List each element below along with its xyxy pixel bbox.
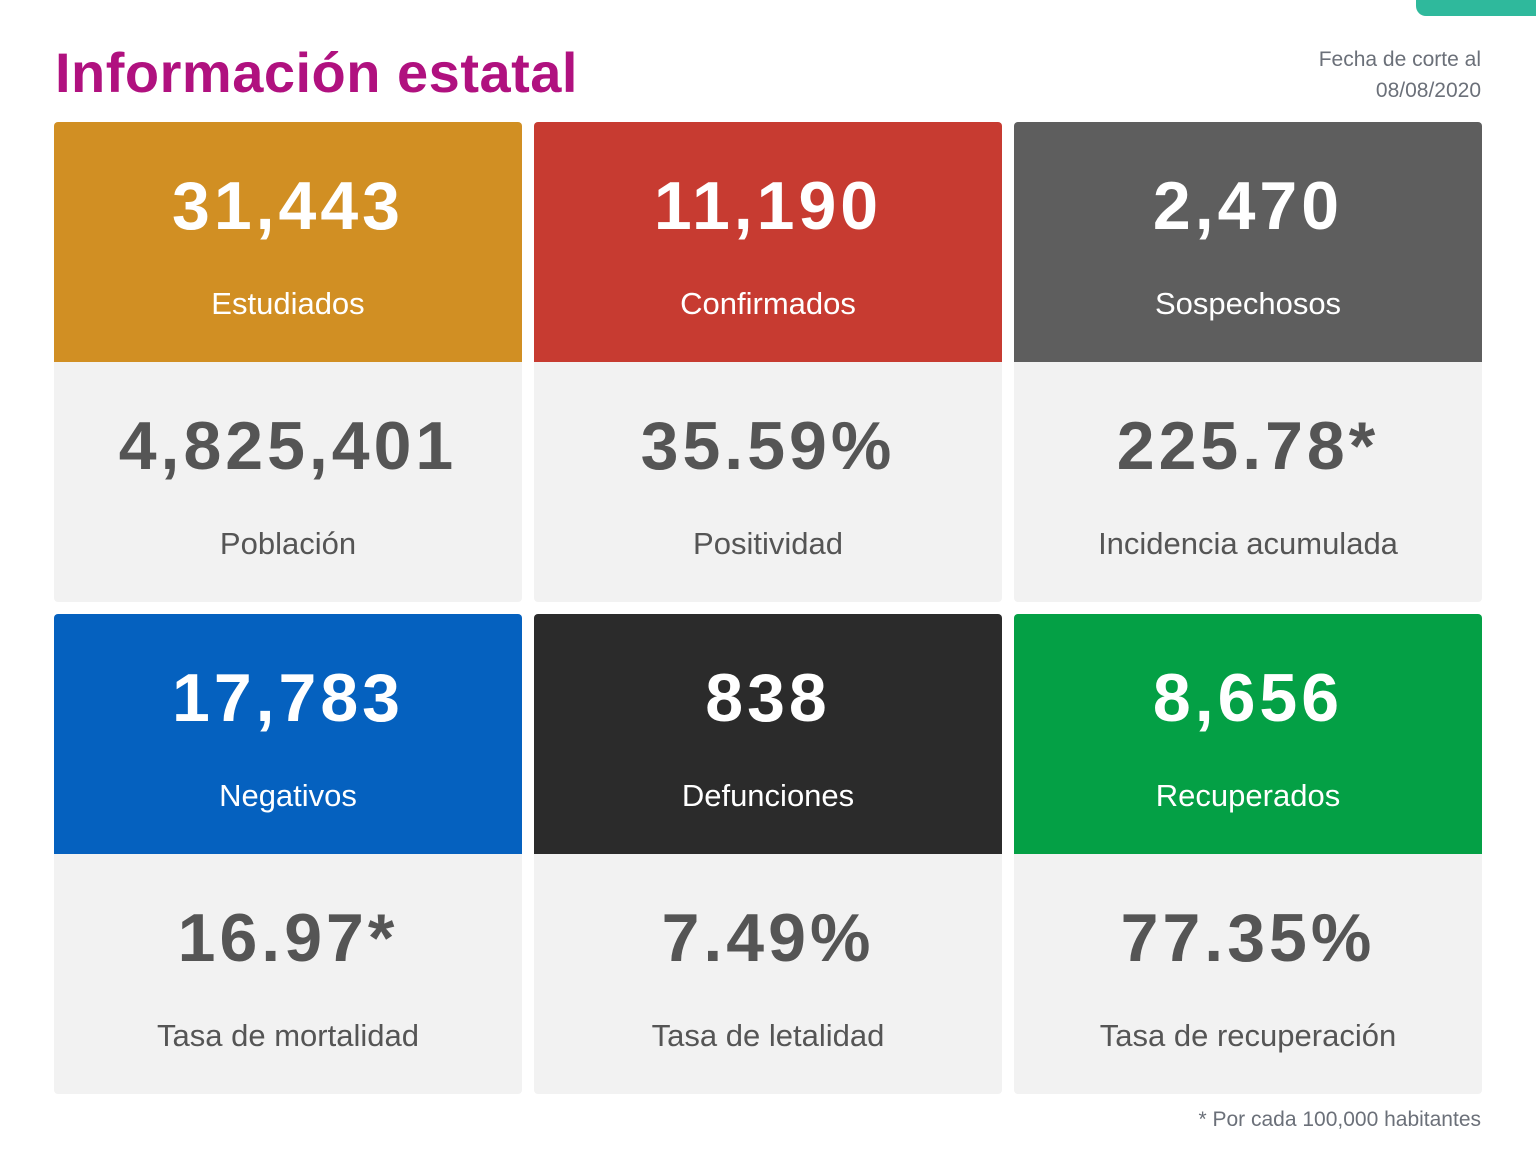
stat-card-recuperados: 8,656 Recuperados 77.35% Tasa de recuper… bbox=[1014, 614, 1482, 1094]
stat-card-sospechosos: 2,470 Sospechosos 225.78* Incidencia acu… bbox=[1014, 122, 1482, 602]
stat-primary: 31,443 Estudiados bbox=[54, 122, 522, 362]
stat-secondary: 225.78* Incidencia acumulada bbox=[1014, 362, 1482, 602]
cutoff-date: Fecha de corte al 08/08/2020 bbox=[1319, 44, 1481, 106]
stat-value: 225.78* bbox=[1116, 408, 1380, 484]
stat-primary: 11,190 Confirmados bbox=[534, 122, 1002, 362]
stat-secondary: 7.49% Tasa de letalidad bbox=[534, 854, 1002, 1094]
stat-primary: 838 Defunciones bbox=[534, 614, 1002, 854]
stat-secondary: 16.97* Tasa de mortalidad bbox=[54, 854, 522, 1094]
stat-value: 16.97* bbox=[177, 900, 399, 976]
cutoff-date-label: Fecha de corte al bbox=[1318, 48, 1481, 71]
stat-primary: 2,470 Sospechosos bbox=[1014, 122, 1482, 362]
stat-label: Negativos bbox=[219, 778, 357, 813]
page-title: Información estatal bbox=[55, 41, 578, 104]
stat-value: 11,190 bbox=[653, 168, 883, 244]
stat-secondary: 35.59% Positividad bbox=[534, 362, 1002, 602]
stat-secondary: 77.35% Tasa de recuperación bbox=[1014, 854, 1482, 1094]
stat-value: 77.35% bbox=[1120, 900, 1376, 976]
stat-label: Tasa de mortalidad bbox=[157, 1018, 419, 1053]
stat-value: 4,825,401 bbox=[118, 408, 458, 484]
stat-label: Confirmados bbox=[680, 286, 856, 321]
stat-label: Población bbox=[219, 526, 357, 561]
stat-label: Incidencia acumulada bbox=[1098, 526, 1398, 561]
stat-label: Tasa de letalidad bbox=[651, 1018, 885, 1053]
stat-value: 7.49% bbox=[661, 900, 875, 976]
stat-primary: 17,783 Negativos bbox=[54, 614, 522, 854]
stat-value: 35.59% bbox=[640, 408, 896, 484]
cutoff-date-value: 08/08/2020 bbox=[1375, 79, 1481, 102]
top-tab[interactable] bbox=[1416, 0, 1536, 16]
stat-card-negativos: 17,783 Negativos 16.97* Tasa de mortalid… bbox=[54, 614, 522, 1094]
stat-value: 2,470 bbox=[1152, 168, 1344, 244]
footnote: * Por cada 100,000 habitantes bbox=[1198, 1108, 1481, 1131]
stat-card-confirmados: 11,190 Confirmados 35.59% Positividad bbox=[534, 122, 1002, 602]
stat-card-defunciones: 838 Defunciones 7.49% Tasa de letalidad bbox=[534, 614, 1002, 1094]
stat-card-estudiados: 31,443 Estudiados 4,825,401 Población bbox=[54, 122, 522, 602]
stat-label: Positividad bbox=[693, 526, 843, 561]
stat-value: 17,783 bbox=[172, 660, 404, 736]
stat-label: Sospechosos bbox=[1154, 286, 1342, 321]
stat-label: Defunciones bbox=[681, 778, 855, 813]
stat-label: Tasa de recuperación bbox=[1099, 1018, 1397, 1053]
stat-label: Recuperados bbox=[1155, 778, 1341, 813]
stat-secondary: 4,825,401 Población bbox=[54, 362, 522, 602]
stat-value: 31,443 bbox=[172, 168, 404, 244]
stat-label: Estudiados bbox=[211, 286, 365, 321]
stat-primary: 8,656 Recuperados bbox=[1014, 614, 1482, 854]
stat-value: 838 bbox=[705, 660, 831, 736]
stat-value: 8,656 bbox=[1152, 660, 1344, 736]
